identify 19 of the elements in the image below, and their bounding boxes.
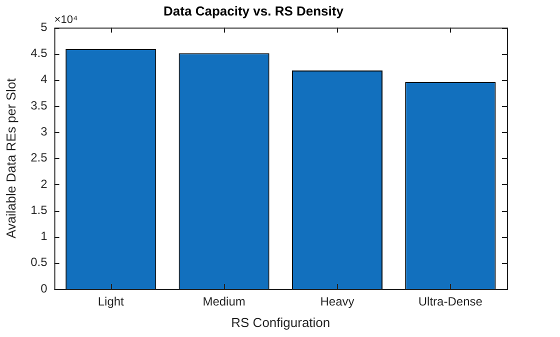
y-tick-label: 2.5 xyxy=(30,150,48,165)
y-tick-label: 0.5 xyxy=(30,255,48,270)
x-tick-label: Heavy xyxy=(320,294,354,309)
x-tick-label: Light xyxy=(98,294,125,309)
y-tick-label: 3 xyxy=(40,124,48,138)
y-tick-label: 1.5 xyxy=(30,202,48,217)
x-tick-label: Ultra-Dense xyxy=(418,294,483,309)
y-tick-label: 4.5 xyxy=(30,46,48,60)
y-tick-label: 1 xyxy=(40,229,48,244)
y-tick-label: 4 xyxy=(40,72,48,86)
y-tick-label: 0 xyxy=(40,281,48,296)
chart-title: Data Capacity vs. RS Density xyxy=(164,3,344,18)
y-axis-title: Available Data REs per Slot xyxy=(3,78,18,238)
x-axis-title: RS Configuration xyxy=(231,314,330,330)
x-tick-label: Medium xyxy=(202,294,246,309)
y-tick-label: 5 xyxy=(40,20,48,34)
y-tick-label: 2 xyxy=(40,176,48,191)
y-tick-label: 3.5 xyxy=(30,98,48,112)
text: ×10⁴ xyxy=(54,14,78,26)
